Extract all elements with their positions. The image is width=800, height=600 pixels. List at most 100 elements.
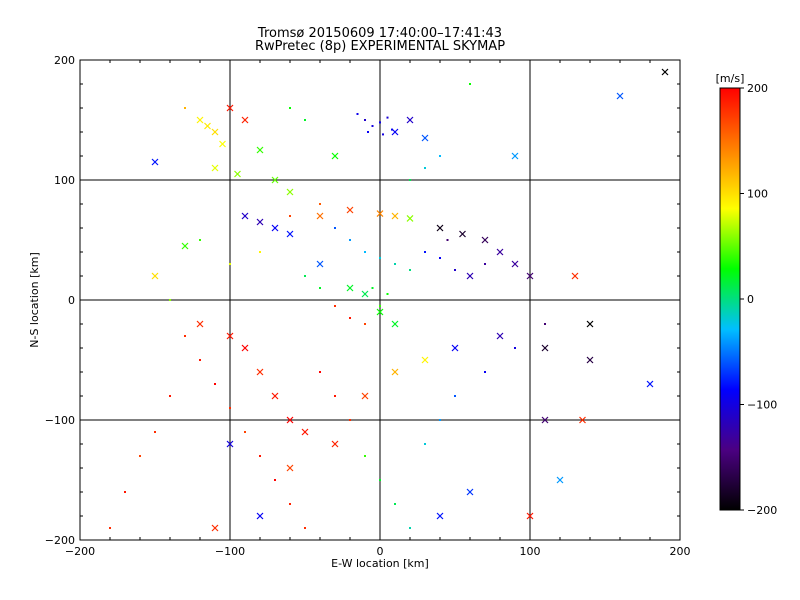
dot-point <box>304 527 306 529</box>
cross-point <box>376 210 384 218</box>
chart-subtitle: RwPretec (8p) EXPERIMENTAL SKYMAP <box>255 39 505 54</box>
dot-point <box>469 275 471 277</box>
dot-point <box>386 293 389 295</box>
cross-point <box>346 284 354 292</box>
cross-point <box>586 356 594 364</box>
x-axis-label: E-W location [km] <box>331 557 429 570</box>
y-tick-label: 200 <box>54 54 75 67</box>
dot-point <box>364 119 366 121</box>
cross-point <box>421 134 429 142</box>
cross-point <box>556 476 564 484</box>
cross-point <box>391 320 399 328</box>
dot-point <box>367 131 369 133</box>
cross-point <box>241 116 249 124</box>
cross-point <box>646 380 654 388</box>
dot-point <box>274 479 276 481</box>
cross-point <box>286 188 294 196</box>
cross-point <box>406 116 414 124</box>
dot-point <box>139 455 141 457</box>
dot-point <box>319 371 321 373</box>
dot-point <box>424 443 426 445</box>
dot-point <box>484 263 486 265</box>
dot-point <box>356 113 359 115</box>
cross-point <box>196 320 204 328</box>
dot-point <box>394 503 396 505</box>
cross-point <box>421 356 429 364</box>
cross-point <box>316 260 324 268</box>
cross-point <box>459 230 466 238</box>
cross-point <box>511 152 519 160</box>
dot-point <box>289 215 291 217</box>
cross-point <box>256 512 264 520</box>
cross-point <box>361 290 369 298</box>
x-tick-label: 100 <box>520 545 541 558</box>
cross-point <box>204 122 211 130</box>
dot-point <box>169 395 171 397</box>
dot-point <box>229 263 231 265</box>
dot-point <box>394 263 396 265</box>
cross-point <box>481 236 489 244</box>
dot-point <box>454 395 456 397</box>
cross-point <box>616 92 624 100</box>
cross-point <box>219 140 226 148</box>
dot-point <box>364 251 366 253</box>
cross-point <box>541 416 549 424</box>
cross-point <box>331 152 339 160</box>
cross-point <box>271 224 279 232</box>
dot-point <box>446 239 449 241</box>
dot-point <box>371 287 374 289</box>
cross-point <box>151 158 159 166</box>
cross-point <box>256 146 264 154</box>
cross-point <box>451 344 459 352</box>
dot-point <box>319 287 321 289</box>
dot-point <box>382 133 384 136</box>
cross-point <box>301 428 309 436</box>
y-tick-label: −100 <box>45 414 75 427</box>
cross-point <box>436 224 444 232</box>
cross-point <box>271 392 279 400</box>
dot-point <box>229 407 231 409</box>
colorbar <box>719 87 741 511</box>
x-tick-label: −100 <box>215 545 245 558</box>
dot-point <box>169 299 171 301</box>
cross-point <box>376 308 384 316</box>
cross-point <box>286 230 294 238</box>
dot-point <box>184 107 186 109</box>
cross-point <box>256 368 264 376</box>
dot-point <box>109 527 111 529</box>
cross-point <box>496 248 504 256</box>
cross-point <box>526 272 534 280</box>
dot-point <box>409 179 411 181</box>
cross-point <box>241 344 249 352</box>
x-tick-label: 0 <box>377 545 384 558</box>
cross-point <box>241 212 249 220</box>
cross-point <box>211 524 219 532</box>
dot-point <box>334 305 336 307</box>
dot-point <box>439 257 441 259</box>
dot-point <box>514 347 516 349</box>
cross-point <box>511 260 519 268</box>
cross-point <box>661 68 669 76</box>
dot-point <box>379 257 381 259</box>
dot-point <box>334 227 336 229</box>
dot-point <box>424 167 426 169</box>
dot-point <box>154 431 156 433</box>
dot-point <box>184 335 186 337</box>
cross-point <box>436 512 444 520</box>
cross-point <box>181 242 189 250</box>
dot-point <box>304 119 306 121</box>
cross-point <box>271 176 279 184</box>
dot-point <box>199 239 201 241</box>
dot-point <box>364 323 366 325</box>
x-tick-label: 200 <box>670 545 691 558</box>
dot-point <box>244 431 246 433</box>
dot-point <box>371 125 374 127</box>
dot-point <box>544 323 546 325</box>
dot-point <box>469 83 471 85</box>
dot-point <box>424 251 426 253</box>
dot-point <box>289 503 291 505</box>
dot-point <box>379 305 381 307</box>
colorbar-tick-label: −100 <box>747 399 777 412</box>
y-tick-label: 100 <box>54 174 75 187</box>
